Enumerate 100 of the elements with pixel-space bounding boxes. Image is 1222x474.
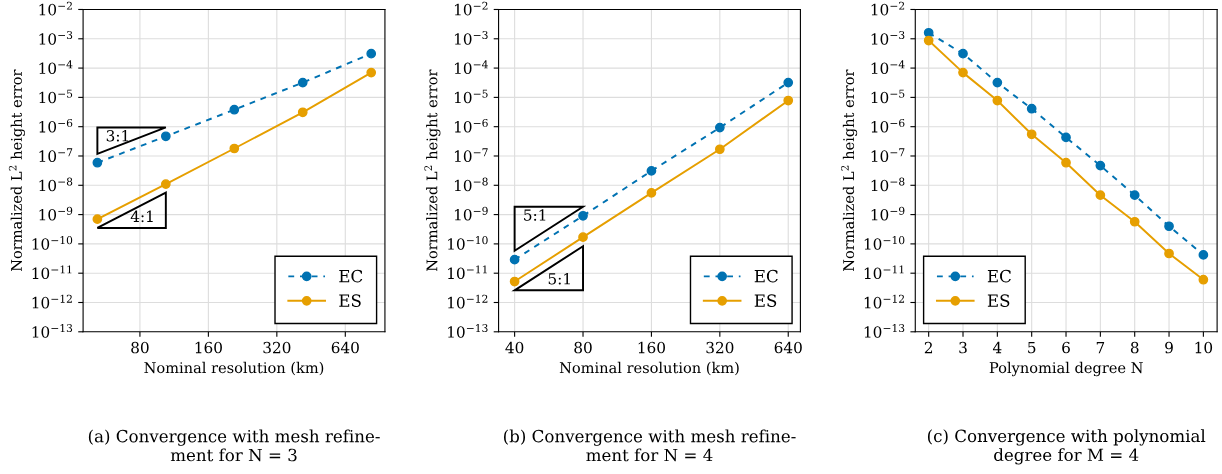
annotation: 3:1: [106, 129, 129, 142]
y-tick-label: 10$^{−12}$: [448, 294, 488, 309]
annotation: 5:1: [524, 209, 546, 221]
y-tick-label: 10$^{−4}$: [871, 60, 905, 74]
point: [958, 67, 968, 78]
legend-label: ES: [339, 294, 361, 307]
x-tick-label: 80: [131, 341, 149, 354]
point: [1198, 250, 1209, 260]
point: [1026, 129, 1037, 140]
x-tick-label: 10: [1195, 341, 1213, 354]
x-tick-label: 160: [195, 341, 222, 354]
x-tick-label: 8: [1130, 341, 1139, 354]
y-tick-label: 10$^{−10}$: [864, 236, 905, 250]
y-tick-label: 10$^{−13}$: [864, 324, 905, 338]
y-tick-label: 10$^{−7}$: [39, 148, 73, 162]
x-axis-title: Nominal resolution (km): [144, 361, 324, 376]
y-tick-label: 10$^{−8}$: [39, 177, 73, 192]
text: (a) Convergence with mesh refine- ment for N = 3: [88, 429, 380, 462]
point: [297, 77, 308, 88]
y-tick-label: 10$^{−11}$: [448, 265, 487, 280]
point: [714, 144, 725, 155]
y-tick-label: 10$^{−11}$: [864, 265, 904, 280]
point: [160, 131, 171, 142]
y-tick-label: 10$^{−13}$: [448, 324, 488, 338]
x-tick-label: 3: [959, 341, 967, 354]
x-tick-label: 40: [505, 341, 524, 354]
legend-label: ES: [754, 294, 777, 307]
y-tick-label: 10$^{−3}$: [871, 30, 905, 45]
legend-label: EC: [987, 269, 1011, 283]
y-tick-label: 10$^{−5}$: [454, 89, 488, 104]
y-tick-label: 10$^{−5}$: [871, 89, 905, 104]
point: [297, 107, 308, 118]
y-tick-label: 10$^{−6}$: [454, 118, 488, 133]
point: [992, 95, 1003, 106]
x-axis-title: Polynomial degree N: [989, 361, 1143, 377]
point: [783, 95, 794, 106]
y-tick-label: 10$^{−8}$: [871, 177, 905, 192]
y-axis-title: Normalized L$^{2}$ height error: [424, 69, 441, 272]
point: [714, 122, 725, 133]
legend-label: EC: [754, 269, 778, 283]
y-tick-label: 10$^{−3}$: [39, 30, 73, 45]
x-tick-label: 9: [1165, 341, 1173, 354]
x-tick-label: 320: [263, 341, 291, 354]
y-tick-label: 10$^{−12}$: [864, 294, 905, 309]
y-tick-label: 10$^{−9}$: [39, 206, 73, 221]
y-tick-label: 10$^{−13}$: [32, 324, 73, 338]
point: [923, 35, 934, 46]
point: [1026, 103, 1037, 114]
x-tick-label: 320: [706, 341, 734, 354]
point: [1061, 157, 1071, 168]
y-axis-title: Normalized L$^{2}$ height error: [8, 69, 25, 272]
point: [509, 276, 520, 287]
point: [92, 214, 103, 224]
text: (c) Convergence with polynomial degree for M = 4: [927, 429, 1206, 465]
point: [578, 232, 588, 243]
y-tick-label: 10$^{−5}$: [39, 89, 73, 104]
y-axis-title: Normalized L$^{2}$ height error: [841, 69, 858, 272]
x-tick-label: 6: [1062, 341, 1070, 354]
y-tick-label: 10$^{−4}$: [39, 60, 73, 74]
y-tick-label: 10$^{−4}$: [454, 60, 488, 74]
x-tick-label: 640: [331, 341, 359, 354]
point: [646, 166, 657, 176]
x-tick-label: 80: [574, 341, 592, 354]
point: [1095, 190, 1106, 201]
y-tick-label: 10$^{−8}$: [454, 177, 488, 192]
point: [578, 210, 588, 221]
y-tick-label: 10$^{−7}$: [871, 148, 905, 162]
legend-label: ES: [987, 294, 1010, 307]
y-tick-label: 10$^{−9}$: [871, 206, 905, 221]
y-tick-label: 10$^{−10}$: [32, 236, 73, 250]
point: [1129, 216, 1140, 227]
point: [92, 157, 103, 168]
y-tick-label: 10$^{−2}$: [871, 1, 905, 16]
point: [1198, 274, 1209, 285]
point: [1061, 132, 1071, 143]
x-tick-label: 2: [924, 341, 933, 354]
x-tick-label: 7: [1096, 341, 1105, 354]
y-tick-label: 10$^{−2}$: [454, 1, 488, 16]
y-tick-label: 10$^{−6}$: [871, 118, 905, 133]
legend-label: EC: [339, 269, 363, 283]
point: [992, 77, 1003, 88]
point: [923, 27, 934, 38]
x-axis-title: Nominal resolution (km): [559, 361, 739, 376]
point: [229, 143, 240, 154]
x-tick-label: 5: [1028, 341, 1036, 354]
point: [646, 188, 657, 198]
y-tick-label: 10$^{−10}$: [448, 236, 488, 250]
point: [160, 179, 171, 189]
point: [1164, 221, 1174, 232]
point: [229, 104, 240, 115]
y-tick-label: 10$^{−3}$: [454, 30, 488, 45]
point: [1164, 248, 1174, 259]
point: [366, 67, 377, 78]
y-tick-label: 10$^{−12}$: [32, 294, 72, 309]
y-tick-label: 10$^{−11}$: [32, 265, 72, 280]
point: [783, 77, 794, 88]
y-tick-label: 10$^{−7}$: [454, 148, 488, 162]
y-tick-label: 10$^{−6}$: [39, 118, 73, 133]
y-tick-label: 10$^{−2}$: [39, 1, 72, 16]
text: (b) Convergence with mesh refine- ment for N = 4: [503, 429, 796, 462]
